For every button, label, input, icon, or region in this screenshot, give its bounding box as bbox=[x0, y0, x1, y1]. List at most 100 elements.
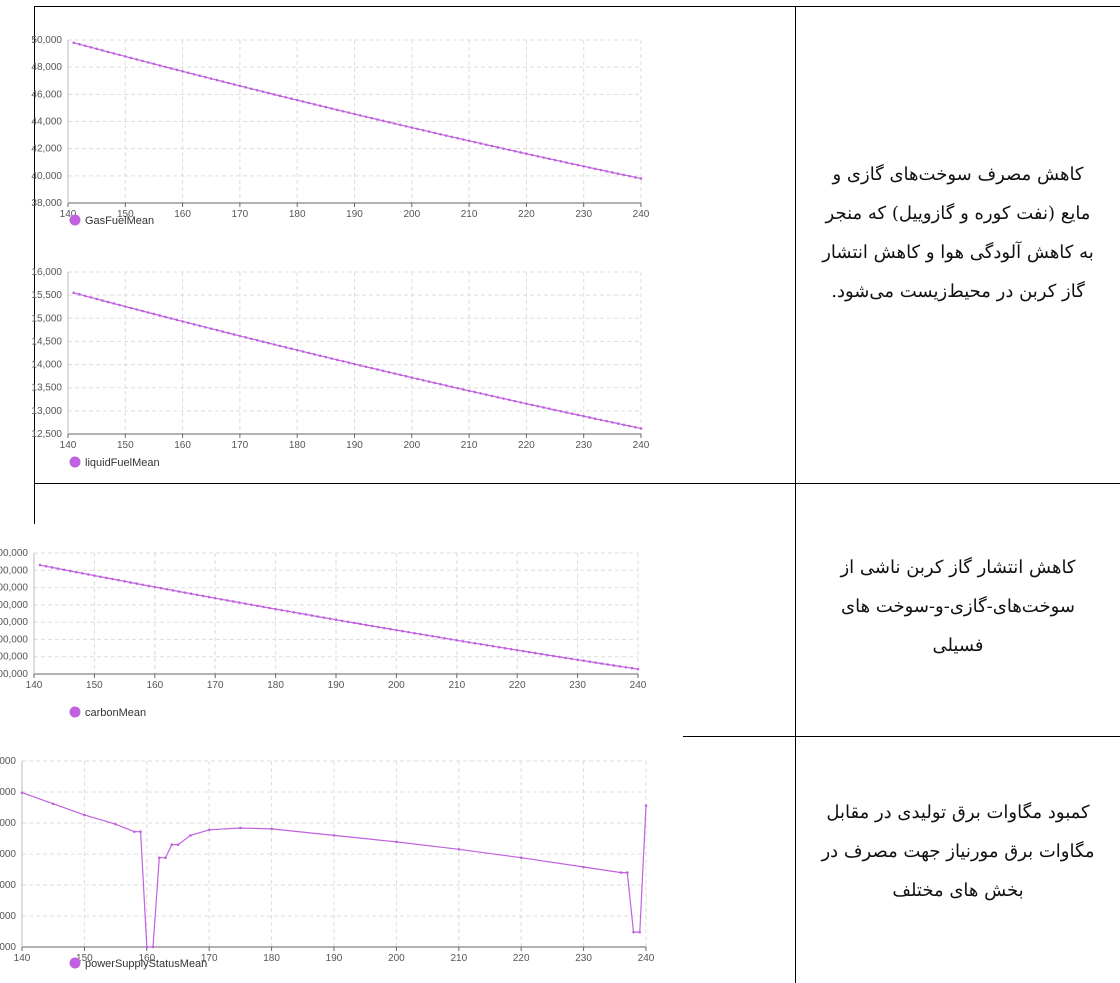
data-point bbox=[204, 75, 207, 79]
data-point bbox=[376, 368, 379, 371]
x-tick-label: 200 bbox=[403, 440, 420, 451]
data-point bbox=[244, 86, 247, 89]
data-point bbox=[519, 151, 522, 154]
x-tick-label: 210 bbox=[448, 680, 465, 691]
data-point bbox=[118, 303, 121, 307]
data-point bbox=[280, 608, 283, 612]
x-tick-label: 240 bbox=[638, 953, 655, 964]
data-point bbox=[201, 594, 205, 598]
data-point bbox=[83, 44, 87, 48]
y-tick-label: 000 bbox=[0, 849, 16, 860]
data-point bbox=[644, 804, 648, 807]
table-border-left-row1 bbox=[34, 6, 35, 524]
data-point bbox=[527, 650, 531, 654]
data-point bbox=[238, 334, 242, 338]
data-point bbox=[534, 651, 537, 655]
data-point bbox=[502, 397, 505, 400]
data-point bbox=[347, 361, 351, 364]
data-point bbox=[389, 627, 392, 631]
data-point bbox=[461, 639, 465, 643]
x-tick-label: 210 bbox=[450, 953, 467, 964]
data-point bbox=[473, 390, 477, 394]
x-tick-label: 230 bbox=[569, 680, 586, 691]
data-point bbox=[605, 419, 608, 423]
data-point bbox=[559, 160, 563, 163]
data-point bbox=[62, 568, 66, 572]
x-tick-label: 230 bbox=[575, 209, 592, 220]
data-point bbox=[364, 115, 368, 119]
data-point bbox=[624, 666, 628, 669]
data-point bbox=[215, 78, 219, 82]
data-point bbox=[456, 386, 459, 390]
data-point bbox=[407, 630, 410, 634]
data-point bbox=[542, 156, 545, 159]
fuel-desc-line-1: کاهش مصرف سوخت‌های گازی و bbox=[832, 164, 1084, 185]
data-point bbox=[582, 414, 585, 418]
data-point bbox=[307, 101, 310, 105]
data-point bbox=[565, 411, 568, 414]
fuel-desc-line-2: مایع (نفت کوره و گازوییل) که منجر bbox=[825, 203, 1091, 224]
data-point bbox=[507, 398, 511, 402]
data-point bbox=[328, 617, 332, 620]
data-point bbox=[588, 660, 591, 663]
y-tick-label: 000,000 bbox=[0, 617, 28, 628]
data-point bbox=[219, 597, 223, 601]
data-point bbox=[381, 119, 385, 123]
y-tick-label: 14,500 bbox=[31, 336, 62, 347]
y-tick-label: 000,000 bbox=[0, 652, 28, 663]
data-point bbox=[164, 315, 167, 319]
data-point bbox=[81, 571, 84, 575]
data-point bbox=[255, 88, 259, 92]
data-point bbox=[256, 604, 259, 608]
data-point bbox=[318, 104, 322, 108]
data-point bbox=[330, 357, 333, 360]
data-point bbox=[159, 586, 163, 590]
data-point bbox=[548, 157, 551, 161]
data-point bbox=[232, 83, 236, 86]
data-point bbox=[395, 840, 398, 844]
data-point bbox=[171, 589, 175, 592]
y-tick-label: 16,000 bbox=[31, 267, 62, 278]
data-point bbox=[340, 619, 344, 623]
data-point bbox=[183, 591, 187, 594]
data-point bbox=[78, 42, 81, 46]
data-point bbox=[341, 109, 345, 113]
legend-label: GasFuelMean bbox=[85, 215, 154, 227]
data-point bbox=[536, 404, 540, 408]
data-point bbox=[244, 602, 247, 605]
data-point bbox=[157, 856, 161, 860]
x-tick-label: 150 bbox=[86, 680, 103, 691]
data-point bbox=[387, 370, 391, 374]
data-point bbox=[393, 122, 396, 125]
data-point bbox=[462, 138, 465, 141]
data-point bbox=[393, 372, 396, 375]
x-tick-label: 170 bbox=[207, 680, 224, 691]
y-tick-label: 40,000 bbox=[31, 171, 62, 182]
data-point bbox=[270, 827, 273, 831]
data-point bbox=[358, 114, 362, 117]
data-point bbox=[456, 136, 459, 140]
data-point bbox=[612, 664, 616, 667]
data-point bbox=[141, 583, 145, 587]
data-point bbox=[93, 574, 96, 577]
data-point bbox=[427, 380, 431, 383]
data-point bbox=[250, 603, 253, 607]
data-point bbox=[628, 424, 631, 428]
data-point bbox=[250, 87, 253, 91]
y-tick-label: 13,000 bbox=[31, 406, 62, 417]
data-point bbox=[101, 49, 104, 52]
data-point bbox=[548, 407, 551, 411]
x-tick-label: 210 bbox=[461, 209, 478, 220]
x-tick-label: 220 bbox=[518, 209, 535, 220]
x-tick-label: 190 bbox=[346, 440, 363, 451]
data-point bbox=[51, 802, 55, 806]
data-point bbox=[622, 423, 626, 427]
data-point bbox=[164, 65, 167, 69]
data-point bbox=[485, 643, 489, 647]
data-point bbox=[611, 171, 614, 174]
data-point bbox=[147, 584, 151, 588]
data-point bbox=[484, 393, 488, 396]
data-point bbox=[552, 654, 555, 658]
data-point bbox=[509, 647, 513, 651]
carbon-desc-line-1: کاهش انتشار گاز کربن ناشی از bbox=[840, 557, 1076, 578]
